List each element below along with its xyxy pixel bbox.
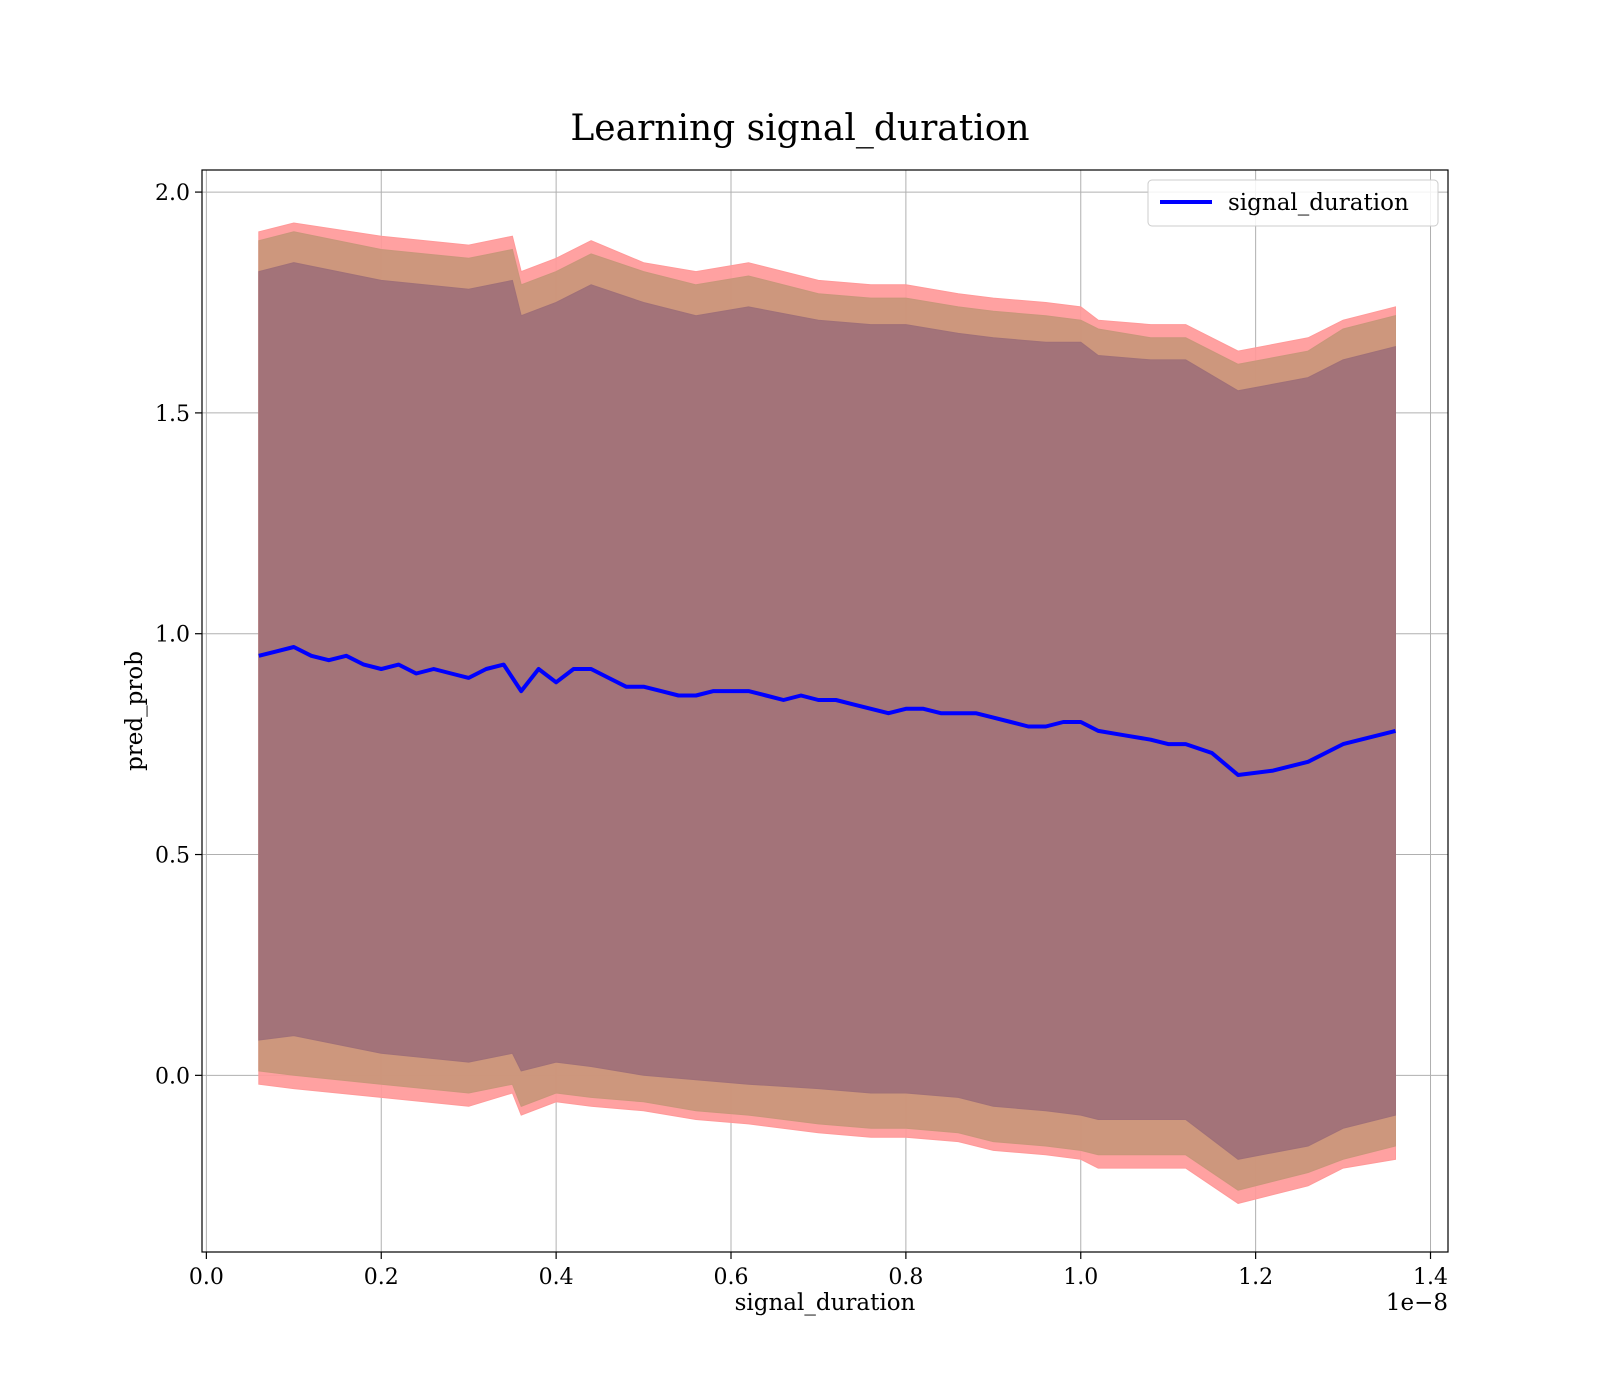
- y-tick-label: 0.0: [155, 1064, 190, 1089]
- x-axis-label: signal_duration: [735, 1290, 916, 1316]
- plot-frame: [201, 169, 1449, 1253]
- x-tick-label: 0.2: [364, 1265, 399, 1290]
- y-tick-label: 0.5: [155, 844, 190, 869]
- legend: signal_duration: [1147, 179, 1439, 227]
- x-tick-label: 1.0: [1063, 1265, 1098, 1290]
- x-axis-ticks: 0.0 0.2 0.4 0.6 0.8 1.0 1.2 1.4: [189, 1252, 1448, 1290]
- x-tick-label: 0.8: [888, 1265, 923, 1290]
- y-tick-label: 2.0: [155, 181, 190, 206]
- band-inner: [258, 262, 1396, 1160]
- x-tick-label: 1.4: [1413, 1265, 1448, 1290]
- y-tick-label: 1.0: [155, 623, 190, 648]
- y-axis-ticks: 0.0 0.5 1.0 1.5 2.0: [155, 181, 202, 1089]
- legend-entry-signal-duration: signal_duration: [1228, 190, 1409, 216]
- chart-title: Learning signal_duration: [570, 108, 1029, 149]
- x-tick-label: 0.4: [539, 1265, 574, 1290]
- series-line-signal-duration: [258, 645, 1396, 777]
- x-tick-label: 0.6: [714, 1265, 749, 1290]
- y-tick-label: 1.5: [155, 402, 190, 427]
- x-tick-label: 0.0: [189, 1265, 224, 1290]
- series-lines: [258, 645, 1396, 777]
- x-axis-offset-label: 1e−8: [1386, 1290, 1448, 1316]
- y-axis-label: pred_prob: [122, 651, 148, 771]
- legend-box: [1147, 179, 1439, 227]
- x-tick-label: 1.2: [1238, 1265, 1273, 1290]
- confidence-bands: [258, 222, 1396, 1204]
